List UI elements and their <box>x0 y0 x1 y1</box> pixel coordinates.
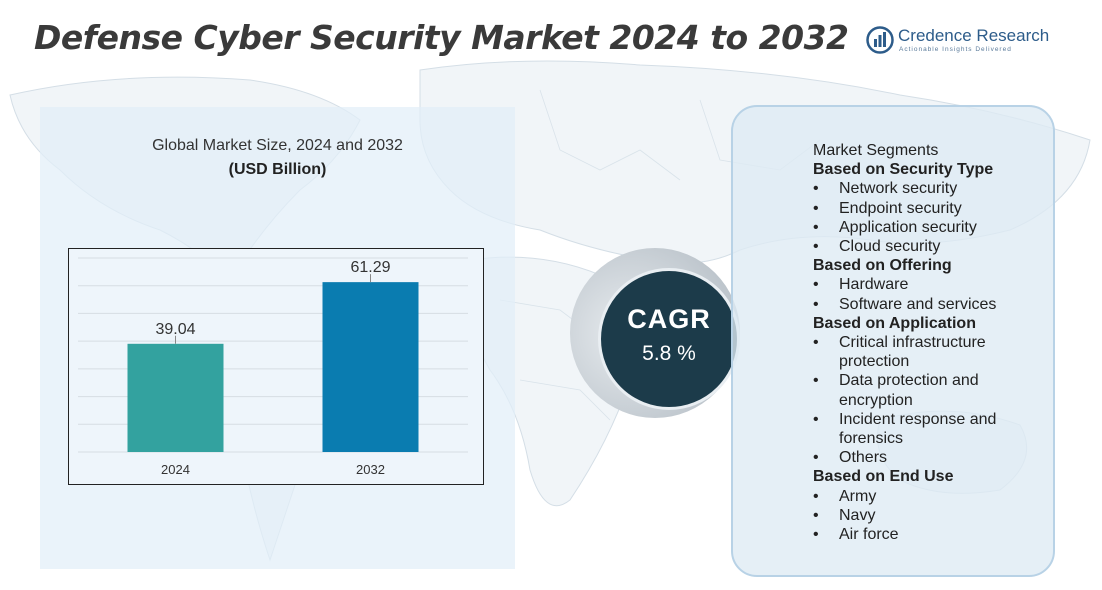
segments-title: Market Segments <box>813 142 939 159</box>
data-label: 39.04 <box>155 321 195 338</box>
segment-item: Cloud security <box>813 237 1049 256</box>
segment-group-title: Based on Offering <box>813 257 952 275</box>
chart-heading: Global Market Size, 2024 and 2032 <box>152 137 403 154</box>
segment-item: Navy <box>813 506 1049 525</box>
segment-item: Network security <box>813 179 1049 198</box>
bar-2032 <box>322 282 419 452</box>
x-tick-label: 2032 <box>356 462 385 477</box>
data-label: 61.29 <box>350 259 390 276</box>
cagr-label: CAGR <box>627 304 711 334</box>
market-segments-list: Market Segments Based on Security TypeNe… <box>813 141 1049 544</box>
segment-item: Others <box>813 448 1049 467</box>
segment-item: Application security <box>813 218 1049 237</box>
brand-logo: Credence Research Actionable Insights De… <box>866 26 1056 60</box>
segment-item: Incident response and forensics <box>813 410 1049 448</box>
segment-group-title: Based on End Use <box>813 468 954 486</box>
segment-item: Software and services <box>813 295 1049 314</box>
segment-item: Hardware <box>813 275 1049 294</box>
x-tick-label: 2024 <box>161 462 190 477</box>
logo-name: Credence Research <box>898 26 1050 45</box>
segment-item: Endpoint security <box>813 199 1049 218</box>
segment-group-title: Based on Application <box>813 314 976 332</box>
page-title: Defense Cyber Security Market 2024 to 20… <box>34 18 849 57</box>
cagr-badge <box>598 268 740 410</box>
bar-2024 <box>127 343 224 452</box>
segment-item: Air force <box>813 525 1049 544</box>
segment-group-title: Based on Security Type <box>813 161 994 179</box>
market-size-bar-chart: 39.04 2024 61.29 2032 <box>68 248 484 485</box>
segment-item: Data protection and encryption <box>813 371 1049 409</box>
bar-chart-circle-icon <box>866 26 894 54</box>
segment-item: Army <box>813 487 1049 506</box>
chart-unit-label: (USD Billion) <box>228 161 327 178</box>
segment-item: Critical infrastructure protection <box>813 333 1049 371</box>
logo-tagline: Actionable Insights Delivered <box>899 46 1012 53</box>
cagr-value: 5.8 % <box>642 342 696 365</box>
